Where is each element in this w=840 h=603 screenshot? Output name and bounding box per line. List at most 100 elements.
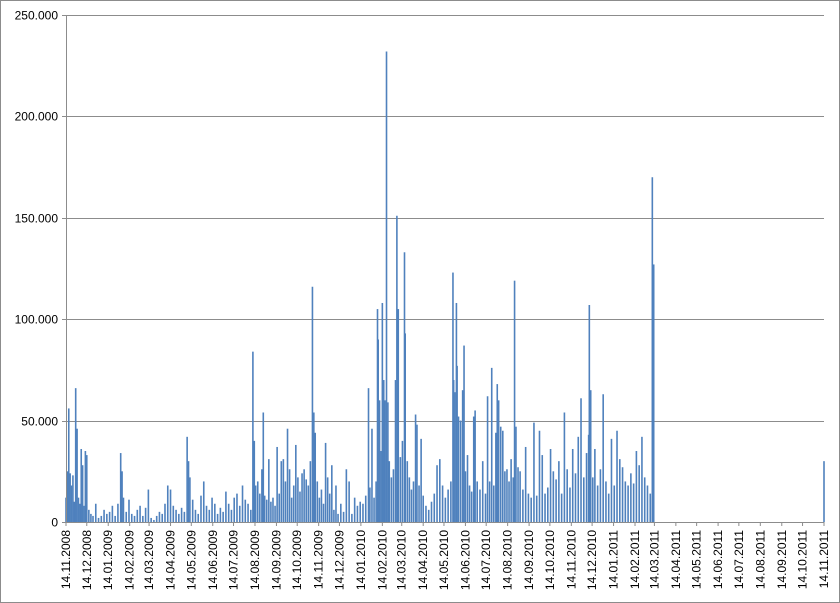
bar [436,465,438,522]
bar [100,515,103,522]
bar [364,495,367,522]
bar [183,511,186,522]
bar [197,513,200,522]
bar [499,426,502,522]
bar [322,503,325,522]
bar [599,469,602,522]
bar [552,471,555,522]
bar [222,511,224,522]
x-tick-label: 14.05.2011 [690,530,704,589]
x-tick-label: 14.05.2010 [437,530,451,590]
bar [297,477,299,522]
bar [371,428,373,522]
bar [175,509,177,522]
bar [216,513,219,522]
axes [62,15,825,526]
bar [425,505,427,522]
x-tick-label: 14.01.2009 [101,530,115,590]
bar [219,507,222,522]
bar [125,511,128,522]
bar [396,215,398,522]
bar [172,505,175,522]
bar [452,380,455,522]
bar [316,481,319,522]
y-tick-label: 200.000 [15,110,59,124]
bar [577,436,580,522]
x-tick-label: 14.09.2010 [522,530,536,590]
bar [652,264,655,522]
bar [250,509,252,522]
x-tick-label: 14.11.2011 [817,530,831,589]
bar [230,509,233,522]
bar [295,444,297,522]
bar [225,491,227,522]
bar [468,485,471,522]
bar [651,177,654,523]
bar [94,503,97,522]
bar [284,481,287,522]
bar [301,473,303,522]
bar [388,461,391,522]
bar [580,398,582,522]
bar [186,436,188,522]
bar [268,459,270,522]
bar [638,465,640,522]
bar [76,428,78,522]
bar [512,477,514,522]
x-tick-label: 14.10.2010 [543,530,557,590]
bar [84,451,87,522]
bar [314,432,317,522]
bar [80,448,83,522]
bar [73,501,76,522]
bar [227,503,230,522]
bar [328,493,331,522]
y-tick-labels: 0 50.000 100.000 150.000 200.000 250.000 [15,9,59,530]
bar [441,485,444,522]
bar [139,505,141,522]
y-tick-label: 0 [51,516,58,530]
bar [563,412,566,522]
bar [519,471,521,522]
bar [630,473,632,522]
bar [399,457,402,522]
bar [412,481,415,522]
bar [290,497,293,522]
bar [136,509,139,522]
bar [416,424,418,522]
bar [189,477,191,522]
bar [233,497,236,522]
bar [133,515,136,522]
bar [591,477,594,522]
bar [384,400,386,522]
bar [326,477,329,522]
x-tick-label: 14.02.2010 [375,530,389,590]
bar [439,459,441,522]
bar [461,390,464,522]
bar [589,390,592,522]
bar [457,416,460,522]
bar [288,469,291,522]
bar [305,479,308,522]
bar [128,499,130,522]
bars [65,51,825,523]
x-tick-label: 14.01.2011 [607,530,621,589]
bar [292,485,295,522]
bar [117,503,119,522]
x-tick-label: 14.08.2010 [501,530,515,590]
x-tick-label: 14.03.2009 [142,530,156,590]
bar [270,501,272,522]
bar [331,465,333,522]
bar [547,487,549,522]
x-tick-label: 14.08.2009 [248,530,262,590]
bar [111,505,114,522]
bar [524,446,527,522]
x-tick-label: 14.12.2008 [80,530,94,590]
bar [479,489,481,522]
bar [484,493,487,522]
bar [119,453,122,522]
bar [130,513,133,522]
bar [618,459,621,522]
bar [635,451,638,522]
x-tick-label: 14.03.2010 [395,530,409,590]
x-tick-label: 14.11.2009 [312,530,326,589]
